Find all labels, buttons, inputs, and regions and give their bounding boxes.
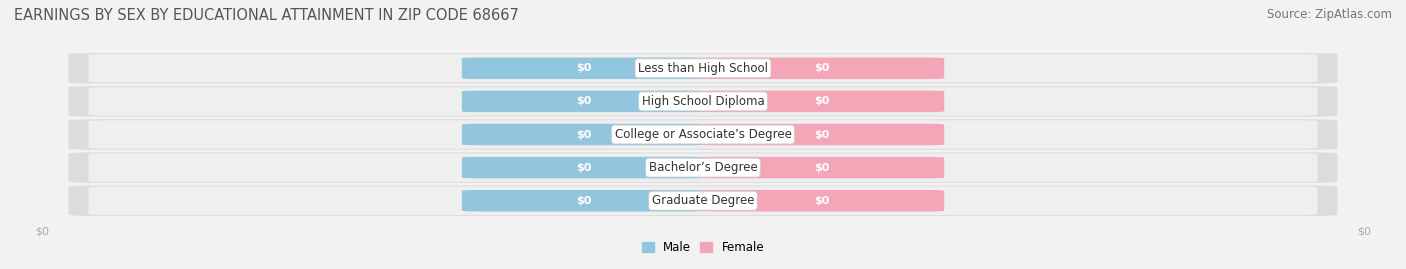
FancyBboxPatch shape: [89, 153, 1317, 182]
FancyBboxPatch shape: [700, 157, 945, 178]
FancyBboxPatch shape: [461, 157, 706, 178]
Text: Graduate Degree: Graduate Degree: [652, 194, 754, 207]
FancyBboxPatch shape: [700, 58, 945, 79]
Text: EARNINGS BY SEX BY EDUCATIONAL ATTAINMENT IN ZIP CODE 68667: EARNINGS BY SEX BY EDUCATIONAL ATTAINMEN…: [14, 8, 519, 23]
Legend: Male, Female: Male, Female: [637, 236, 769, 259]
Text: Bachelor’s Degree: Bachelor’s Degree: [648, 161, 758, 174]
Text: $0: $0: [814, 96, 830, 107]
FancyBboxPatch shape: [461, 124, 706, 145]
FancyBboxPatch shape: [89, 120, 1317, 149]
FancyBboxPatch shape: [461, 58, 706, 79]
Text: $0: $0: [814, 63, 830, 73]
Text: $0: $0: [814, 196, 830, 206]
FancyBboxPatch shape: [700, 190, 945, 211]
FancyBboxPatch shape: [700, 91, 945, 112]
Text: $0: $0: [814, 162, 830, 173]
FancyBboxPatch shape: [461, 91, 706, 112]
FancyBboxPatch shape: [700, 124, 945, 145]
FancyBboxPatch shape: [69, 53, 1337, 83]
FancyBboxPatch shape: [69, 152, 1337, 183]
FancyBboxPatch shape: [89, 186, 1317, 215]
Text: $0: $0: [576, 196, 592, 206]
Text: Source: ZipAtlas.com: Source: ZipAtlas.com: [1267, 8, 1392, 21]
Text: $0: $0: [576, 162, 592, 173]
FancyBboxPatch shape: [461, 190, 706, 211]
Text: $0: $0: [576, 63, 592, 73]
Text: $0: $0: [576, 96, 592, 107]
FancyBboxPatch shape: [89, 54, 1317, 83]
Text: College or Associate’s Degree: College or Associate’s Degree: [614, 128, 792, 141]
FancyBboxPatch shape: [69, 119, 1337, 150]
FancyBboxPatch shape: [69, 86, 1337, 117]
Text: Less than High School: Less than High School: [638, 62, 768, 75]
FancyBboxPatch shape: [89, 87, 1317, 116]
Text: $0: $0: [814, 129, 830, 140]
FancyBboxPatch shape: [69, 186, 1337, 216]
Text: High School Diploma: High School Diploma: [641, 95, 765, 108]
Text: $0: $0: [576, 129, 592, 140]
